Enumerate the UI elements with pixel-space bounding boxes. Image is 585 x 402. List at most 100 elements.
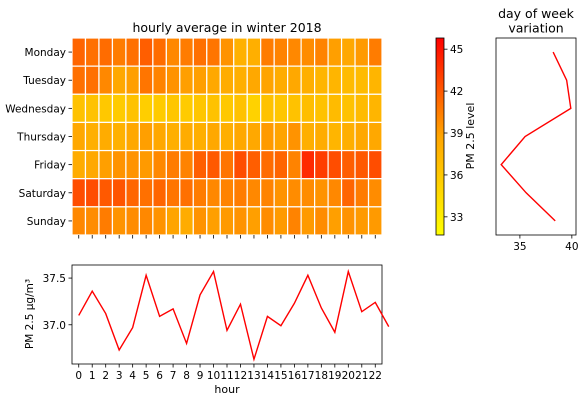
hourly-x-tick-label: 3 bbox=[116, 370, 123, 382]
heatmap-cell bbox=[354, 37, 370, 67]
day-of-week-x-ticks: 35 40 bbox=[513, 235, 579, 253]
hourly-y-tick-label: 37.5 bbox=[43, 273, 66, 285]
day-of-week-line bbox=[500, 51, 572, 222]
heatmap-panel: hourly average in winter 2018 Monday Tues… bbox=[5, 20, 383, 239]
heatmap-cell bbox=[340, 37, 356, 67]
heatmap-cell bbox=[152, 65, 167, 95]
heatmap-cell bbox=[233, 121, 248, 152]
day-of-week-title: day of week variation bbox=[498, 6, 575, 36]
heatmap-cell bbox=[84, 149, 100, 180]
heatmap-cell bbox=[273, 121, 289, 152]
heatmap-cell bbox=[84, 206, 100, 236]
heatmap-cell bbox=[71, 93, 87, 124]
heatmap-row-label: Thursday bbox=[16, 132, 66, 144]
heatmap-cell bbox=[192, 149, 208, 180]
heatmap-cell bbox=[165, 178, 181, 208]
heatmap-row-label: Wednesday bbox=[5, 103, 66, 115]
heatmap-cell bbox=[111, 178, 127, 208]
heatmap-cell bbox=[273, 178, 289, 208]
heatmap-cell bbox=[300, 178, 316, 208]
heatmap-cell bbox=[98, 206, 114, 236]
colorbar-tick-label: 45 bbox=[450, 44, 463, 56]
heatmap-cell bbox=[138, 93, 154, 124]
heatmap-cell bbox=[314, 93, 329, 124]
heatmap-cell bbox=[71, 178, 87, 208]
heatmap-cell bbox=[354, 178, 370, 208]
heatmap-cell bbox=[273, 206, 289, 236]
colorbar-tick-label: 42 bbox=[450, 86, 463, 98]
heatmap-cell bbox=[287, 178, 302, 208]
heatmap-cell bbox=[192, 121, 208, 152]
heatmap-cell bbox=[246, 149, 262, 180]
day-of-week-x-tick-label: 40 bbox=[565, 241, 578, 253]
heatmap-cell bbox=[179, 37, 194, 67]
day-of-week-frame bbox=[495, 37, 577, 236]
heatmap-cell bbox=[179, 121, 194, 152]
hourly-x-tick-label: 11 bbox=[220, 370, 233, 382]
heatmap-cell bbox=[260, 178, 275, 208]
heatmap-cell bbox=[367, 178, 383, 208]
heatmap-cell bbox=[125, 93, 140, 124]
heatmap-cell bbox=[111, 37, 127, 67]
hourly-line bbox=[78, 268, 390, 362]
heatmap-cell bbox=[219, 65, 235, 95]
heatmap-cell bbox=[273, 65, 289, 95]
heatmap-cell bbox=[300, 37, 316, 67]
heatmap-cell bbox=[206, 178, 221, 208]
hourly-x-tick-label: 7 bbox=[170, 370, 177, 382]
heatmap-cell bbox=[84, 37, 100, 67]
colorbar-label: PM 2.5 level bbox=[464, 103, 477, 170]
heatmap-cell bbox=[219, 93, 235, 124]
heatmap-cell bbox=[84, 121, 100, 152]
heatmap-cell bbox=[138, 206, 154, 236]
hourly-x-tick-label: 20 bbox=[342, 370, 355, 382]
heatmap-cell bbox=[165, 121, 181, 152]
heatmap-cell bbox=[219, 149, 235, 180]
heatmap-cell bbox=[111, 149, 127, 180]
hourly-x-tick-label: 2 bbox=[102, 370, 109, 382]
heatmap-cell bbox=[84, 178, 100, 208]
heatmap-cell bbox=[300, 121, 316, 152]
heatmap-cell bbox=[152, 93, 167, 124]
heatmap-cell bbox=[165, 206, 181, 236]
day-of-week-x-tick-label: 35 bbox=[513, 241, 526, 253]
heatmap-cell bbox=[206, 206, 221, 236]
colorbar-tick-label: 39 bbox=[450, 128, 463, 140]
hourly-x-tick-label: 13 bbox=[247, 370, 260, 382]
heatmap-cell bbox=[354, 93, 370, 124]
heatmap-cell bbox=[314, 149, 329, 180]
heatmap-cell bbox=[84, 65, 100, 95]
heatmap-cell bbox=[367, 65, 383, 95]
heatmap-cell bbox=[340, 65, 356, 95]
heatmap-cell bbox=[98, 37, 114, 67]
heatmap-cell bbox=[287, 93, 302, 124]
heatmap-cell bbox=[354, 206, 370, 236]
heatmap-cell bbox=[327, 121, 343, 152]
heatmap-cell bbox=[165, 93, 181, 124]
heatmap-cell bbox=[192, 178, 208, 208]
hourly-x-tick-label: 12 bbox=[234, 370, 247, 382]
hourly-y-tick-label: 37.0 bbox=[43, 320, 66, 332]
heatmap-cell bbox=[179, 178, 194, 208]
heatmap-cell bbox=[246, 121, 262, 152]
heatmap-title: hourly average in winter 2018 bbox=[132, 20, 321, 35]
heatmap-cell bbox=[354, 121, 370, 152]
hourly-x-label: hour bbox=[214, 383, 240, 396]
colorbar: 33 36 39 42 45 PM 2.5 level bbox=[435, 37, 477, 236]
heatmap-cell bbox=[152, 149, 167, 180]
heatmap-cell bbox=[314, 121, 329, 152]
hourly-x-tick-label: 16 bbox=[288, 370, 302, 382]
heatmap-cell bbox=[125, 206, 140, 236]
heatmap-cell bbox=[260, 65, 275, 95]
heatmap-cell bbox=[233, 178, 248, 208]
hourly-x-tick-label: 8 bbox=[183, 370, 190, 382]
heatmap-cell bbox=[367, 206, 383, 236]
heatmap-cell bbox=[246, 65, 262, 95]
heatmap-cell bbox=[273, 37, 289, 67]
hourly-x-tick-label: 22 bbox=[369, 370, 382, 382]
heatmap-cell bbox=[233, 149, 248, 180]
heatmap-cell bbox=[367, 93, 383, 124]
heatmap-cell bbox=[260, 149, 275, 180]
heatmap-cell bbox=[314, 178, 329, 208]
heatmap-cell bbox=[84, 93, 100, 124]
